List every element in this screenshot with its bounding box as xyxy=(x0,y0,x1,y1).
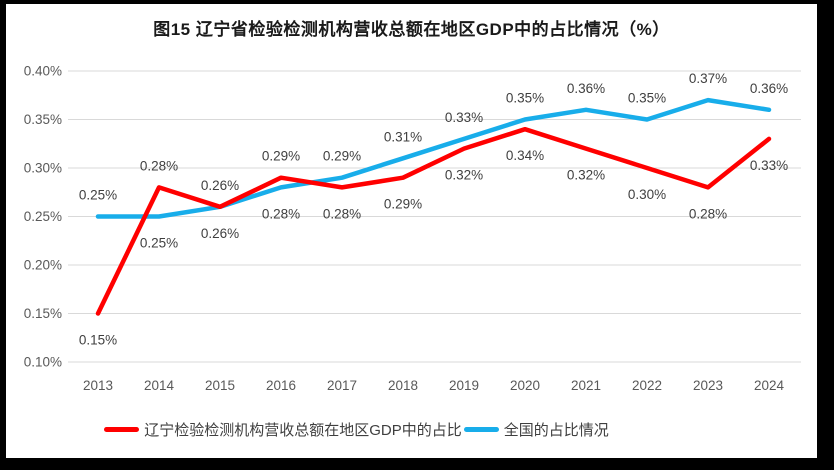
x-axis-tick-label: 2018 xyxy=(388,378,418,393)
legend-label-liaoning: 辽宁检验检测机构营收总额在地区GDP中的占比 xyxy=(144,422,462,439)
y-axis-tick-label: 0.25% xyxy=(24,209,62,224)
x-axis-tick-label: 2024 xyxy=(754,378,785,393)
x-axis-tick-label: 2016 xyxy=(266,378,296,393)
x-axis-tick-label: 2020 xyxy=(510,378,540,393)
y-axis-tick-label: 0.15% xyxy=(24,306,62,321)
legend-item-national[interactable]: 全国的占比情况 xyxy=(463,419,609,440)
data-label-liaoning: 0.28% xyxy=(689,206,727,221)
x-axis-tick-label: 2023 xyxy=(693,378,723,393)
legend-item-liaoning[interactable]: 辽宁检验检测机构营收总额在地区GDP中的占比 xyxy=(104,419,462,440)
data-label-liaoning: 0.32% xyxy=(567,168,605,183)
x-axis-tick-label: 2021 xyxy=(571,378,601,393)
data-label-national: 0.35% xyxy=(506,91,544,106)
data-label-national: 0.33% xyxy=(445,110,483,125)
x-axis-tick-label: 2017 xyxy=(327,378,357,393)
x-axis-tick-label: 2015 xyxy=(205,378,235,393)
x-axis-tick-label: 2014 xyxy=(144,378,175,393)
data-label-liaoning: 0.29% xyxy=(262,149,300,164)
data-label-national: 0.31% xyxy=(384,129,422,144)
data-label-liaoning: 0.30% xyxy=(628,187,666,202)
data-label-liaoning: 0.34% xyxy=(506,148,544,163)
x-axis-tick-label: 2019 xyxy=(449,378,479,393)
data-label-national: 0.25% xyxy=(140,236,178,251)
y-axis-tick-label: 0.10% xyxy=(24,355,62,370)
data-label-national: 0.37% xyxy=(689,71,727,86)
red-line-swatch-icon xyxy=(104,427,140,432)
data-label-liaoning: 0.15% xyxy=(79,333,117,348)
data-label-national: 0.29% xyxy=(323,149,361,164)
data-label-liaoning: 0.26% xyxy=(201,178,239,193)
y-axis-tick-label: 0.35% xyxy=(24,112,62,127)
data-label-liaoning: 0.28% xyxy=(323,206,361,221)
chart-legend: 辽宁检验检测机构营收总额在地区GDP中的占比 全国的占比情况 xyxy=(6,419,817,440)
chart-canvas xyxy=(6,4,817,458)
data-label-liaoning: 0.33% xyxy=(750,158,788,173)
data-label-national: 0.25% xyxy=(79,188,117,203)
data-label-national: 0.36% xyxy=(750,81,788,96)
x-axis-tick-label: 2013 xyxy=(83,378,113,393)
data-label-liaoning: 0.32% xyxy=(445,168,483,183)
data-label-national: 0.26% xyxy=(201,226,239,241)
blue-line-swatch-icon xyxy=(463,427,499,432)
y-axis-tick-label: 0.40% xyxy=(24,64,62,79)
legend-items: 辽宁检验检测机构营收总额在地区GDP中的占比 全国的占比情况 xyxy=(103,419,610,440)
x-axis-tick-label: 2022 xyxy=(632,378,662,393)
data-label-national: 0.28% xyxy=(262,206,300,221)
series-liaoning-line xyxy=(95,126,772,316)
data-label-liaoning: 0.28% xyxy=(140,158,178,173)
y-axis-tick-label: 0.20% xyxy=(24,258,62,273)
series-national-line xyxy=(95,97,772,219)
chart-title: 图15 辽宁省检验检测机构营收总额在地区GDP中的占比情况（%） xyxy=(153,20,670,39)
legend-label-national: 全国的占比情况 xyxy=(503,422,609,439)
data-label-liaoning: 0.29% xyxy=(384,197,422,212)
data-label-national: 0.36% xyxy=(567,81,605,96)
data-label-national: 0.35% xyxy=(628,91,666,106)
y-axis-tick-label: 0.30% xyxy=(24,161,62,176)
